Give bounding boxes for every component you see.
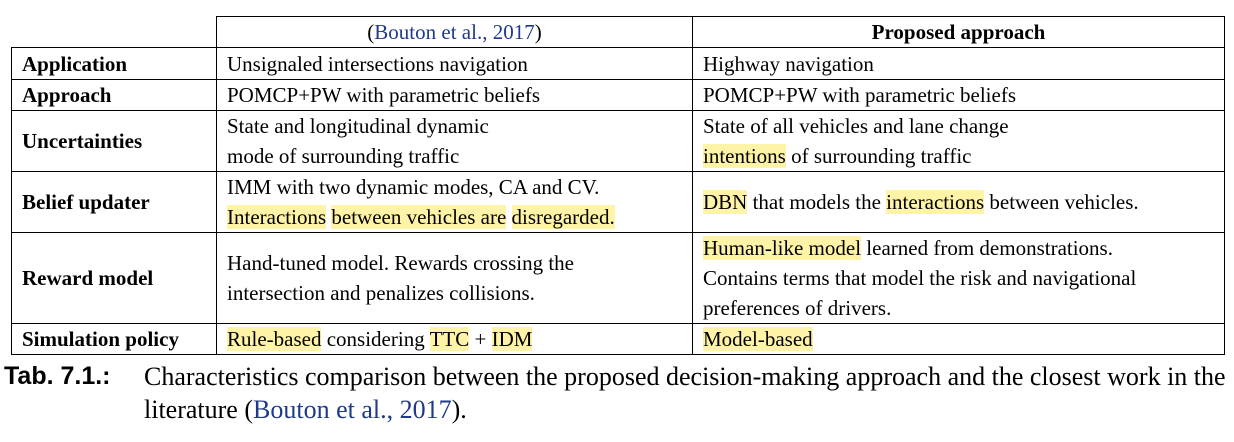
paren-close: ) bbox=[534, 20, 542, 44]
cell-bouton-belief-updater: IMM with two dynamic modes, CA and CV. I… bbox=[216, 171, 693, 233]
row-reward-model: Reward model Hand-tuned model. Rewards c… bbox=[11, 232, 1225, 324]
cell-bouton-application: Unsignaled intersections navigation bbox=[216, 47, 693, 80]
row-simulation-policy: Simulation policy Rule-based considering… bbox=[11, 323, 1225, 355]
row-label-application: Application bbox=[11, 47, 217, 80]
cell-line: preferences of drivers. bbox=[703, 296, 892, 320]
cell-line: Human-like model learned from demonstrat… bbox=[703, 233, 1214, 263]
cell-text: of surrounding traffic bbox=[785, 144, 972, 168]
caption-citation-link[interactable]: Bouton et al., 2017 bbox=[253, 395, 452, 424]
row-belief-updater: Belief updater IMM with two dynamic mode… bbox=[11, 171, 1225, 233]
cell-text: considering bbox=[321, 327, 430, 351]
cell-line: intentions of surrounding traffic bbox=[703, 141, 1214, 171]
cell-proposed-reward-model: Human-like model learned from demonstrat… bbox=[692, 232, 1225, 324]
cell-line: State and longitudinal dynamic bbox=[227, 114, 489, 138]
highlighted-text: Interactions bbox=[227, 205, 327, 229]
cell-proposed-simulation-policy: Model-based bbox=[692, 323, 1225, 355]
cell-proposed-belief-updater: DBN that models the interactions between… bbox=[692, 171, 1225, 233]
cell-proposed-approach: POMCP+PW with parametric beliefs bbox=[692, 79, 1225, 111]
highlighted-text: interactions bbox=[886, 190, 985, 214]
header-bouton-column: (Bouton et al., 2017) bbox=[216, 16, 693, 48]
highlighted-text: TTC bbox=[429, 327, 470, 351]
table-caption: Tab. 7.1.: Characteristics comparison be… bbox=[4, 360, 1230, 426]
row-label-belief-updater: Belief updater bbox=[11, 171, 217, 233]
highlighted-text: Human-like model bbox=[703, 236, 862, 260]
caption-label: Tab. 7.1.: bbox=[4, 362, 111, 390]
cell-text: learned from demonstrations. bbox=[861, 236, 1113, 260]
header-row: (Bouton et al., 2017) Proposed approach bbox=[11, 16, 1225, 48]
highlighted-text: IDM bbox=[491, 327, 533, 351]
cell-bouton-approach: POMCP+PW with parametric beliefs bbox=[216, 79, 693, 111]
highlighted-text: DBN bbox=[703, 190, 748, 214]
cell-bouton-uncertainties: State and longitudinal dynamic mode of s… bbox=[216, 110, 693, 172]
cell-line: Interactions between vehicles are disreg… bbox=[227, 202, 682, 232]
header-proposed-column: Proposed approach bbox=[692, 16, 1225, 48]
comparison-table: (Bouton et al., 2017) Proposed approach … bbox=[11, 16, 1225, 355]
cell-line: State of all vehicles and lane change bbox=[703, 114, 1009, 138]
cell-proposed-application: Highway navigation bbox=[692, 47, 1225, 80]
row-uncertainties: Uncertainties State and longitudinal dyn… bbox=[11, 110, 1225, 172]
cell-text: + bbox=[469, 327, 492, 351]
highlighted-text: intentions bbox=[703, 144, 786, 168]
row-label-reward-model: Reward model bbox=[11, 232, 217, 324]
cell-line: intersection and penalizes collisions. bbox=[227, 281, 535, 305]
cell-bouton-reward-model: Hand-tuned model. Rewards crossing the i… bbox=[216, 232, 693, 324]
paren-open: ( bbox=[367, 20, 375, 44]
caption-text: Characteristics comparison between the p… bbox=[144, 360, 1230, 426]
row-label-simulation-policy: Simulation policy bbox=[11, 323, 217, 355]
cell-line: Hand-tuned model. Rewards crossing the bbox=[227, 251, 575, 275]
cell-proposed-uncertainties: State of all vehicles and lane change in… bbox=[692, 110, 1225, 172]
row-label-uncertainties: Uncertainties bbox=[11, 110, 217, 172]
highlighted-text: Model-based bbox=[703, 327, 813, 351]
cell-text: that models the bbox=[747, 190, 887, 214]
highlighted-text: between vehicles are bbox=[331, 205, 507, 229]
row-approach: Approach POMCP+PW with parametric belief… bbox=[11, 79, 1225, 111]
row-application: Application Unsignaled intersections nav… bbox=[11, 47, 1225, 80]
caption-body: Characteristics comparison between the p… bbox=[144, 362, 1226, 424]
cell-line: IMM with two dynamic modes, CA and CV. bbox=[227, 175, 600, 199]
highlighted-text: Rule-based bbox=[227, 327, 322, 351]
header-citation-link[interactable]: Bouton et al., 2017 bbox=[374, 20, 535, 44]
cell-line: mode of surrounding traffic bbox=[227, 144, 460, 168]
header-empty-cell bbox=[11, 16, 217, 48]
cell-line: Contains terms that model the risk and n… bbox=[703, 266, 1137, 290]
caption-end: ). bbox=[451, 395, 467, 424]
cell-text: between vehicles. bbox=[984, 190, 1139, 214]
cell-bouton-simulation-policy: Rule-based considering TTC + IDM bbox=[216, 323, 693, 355]
highlighted-text: disregarded. bbox=[511, 205, 615, 229]
row-label-approach: Approach bbox=[11, 79, 217, 111]
